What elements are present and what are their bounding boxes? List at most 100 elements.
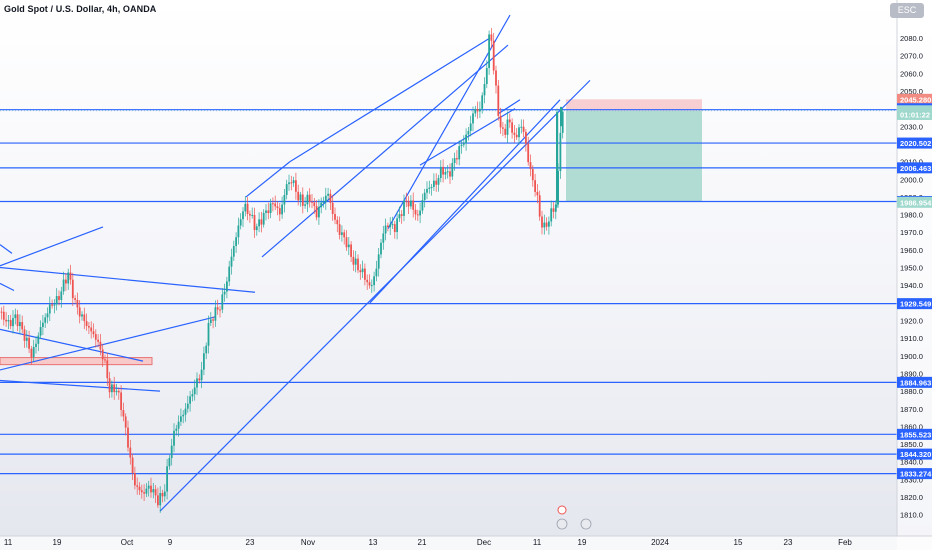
candle-body: [373, 276, 375, 286]
candle-body: [104, 359, 106, 361]
trend-line-3[interactable]: [0, 379, 161, 392]
trend-line-6[interactable]: [0, 244, 13, 254]
candle-body: [398, 214, 401, 219]
candle-body: [25, 337, 28, 341]
candle-body: [554, 204, 557, 212]
candle-body: [58, 296, 60, 301]
candle-body: [71, 279, 74, 299]
y-tick-label: 2050.0: [900, 87, 923, 96]
supply-zone-rect[interactable]: [0, 357, 153, 366]
candle-body: [14, 314, 17, 319]
price-label-box: [897, 298, 932, 310]
candle-body: [476, 108, 479, 112]
candle-body: [51, 304, 53, 306]
take-profit-zone[interactable]: [566, 110, 702, 202]
candle-body: [545, 222, 548, 227]
y-tick-label: 1970.0: [900, 228, 923, 237]
trend-line-1[interactable]: [0, 266, 256, 293]
trend-line-4[interactable]: [0, 316, 216, 371]
price-label: 1929.549: [900, 300, 931, 309]
candle-body: [308, 194, 311, 202]
candle-body: [292, 180, 295, 184]
candle-body: [483, 84, 486, 96]
trend-line-7[interactable]: [245, 161, 291, 198]
esc-button[interactable]: ESC: [890, 3, 924, 18]
candle-body: [32, 346, 35, 357]
candle-body: [495, 70, 497, 86]
candle-body: [285, 184, 288, 195]
candle-body: [536, 191, 539, 196]
candle-body: [65, 279, 67, 284]
candle-body: [177, 421, 180, 429]
y-tick-label: 1900.0: [900, 352, 923, 361]
trend-line-11[interactable]: [369, 99, 561, 304]
candle-body: [380, 242, 382, 255]
candle-body: [311, 201, 313, 203]
time-axis[interactable]: [0, 536, 932, 550]
trend-line-2[interactable]: [0, 328, 144, 362]
candle-body: [92, 331, 95, 335]
candle-body: [78, 307, 81, 317]
candle-body: [35, 343, 37, 347]
candle-body: [46, 313, 49, 318]
candle-body: [74, 298, 76, 300]
candle-body: [334, 214, 336, 220]
candle-body: [322, 201, 325, 203]
candle-body: [124, 416, 127, 428]
price-label-box: [897, 196, 932, 208]
candle-body: [370, 285, 373, 287]
candle-body: [384, 225, 387, 234]
earnings-icon[interactable]: [557, 505, 567, 515]
candle-body: [304, 204, 306, 206]
trend-line-8[interactable]: [289, 37, 491, 163]
candle-body: [232, 245, 235, 257]
trend-line-13[interactable]: [419, 108, 516, 166]
candle-body: [485, 67, 488, 85]
y-tick-label: 1980.0: [900, 211, 923, 220]
candle-body: [446, 171, 449, 173]
candle-body: [350, 244, 352, 257]
trend-line-14[interactable]: [497, 99, 521, 115]
candle-body: [377, 254, 380, 269]
candle-body: [403, 200, 405, 216]
candle-body: [421, 200, 424, 211]
candle-body: [175, 428, 178, 431]
y-tick-label: 1910.0: [900, 334, 923, 343]
candle-body: [391, 224, 394, 226]
us-flag-event-icon[interactable]: [580, 518, 592, 530]
candle-body: [136, 485, 139, 487]
candle-body: [242, 211, 244, 220]
candle-body: [30, 348, 33, 357]
candle-body: [258, 219, 260, 227]
stop-loss-zone[interactable]: [566, 99, 702, 111]
trend-line-9[interactable]: [261, 44, 509, 258]
trend-line-5[interactable]: [0, 282, 15, 292]
x-tick-label: 11: [4, 538, 13, 547]
y-tick-label: 2010.0: [900, 158, 923, 167]
candle-body: [560, 106, 562, 127]
candle-body: [456, 158, 458, 160]
candle-body: [439, 166, 442, 179]
candle-body: [62, 279, 65, 292]
candle-body: [538, 195, 541, 217]
x-tick-label: 21: [418, 538, 427, 547]
candle-body: [315, 206, 318, 218]
y-tick-label: 1880.0: [900, 387, 923, 396]
candle-body: [437, 178, 440, 185]
x-tick-label: 23: [784, 538, 793, 547]
candle-body: [166, 466, 168, 492]
candle-body: [469, 123, 472, 131]
trend-line-0[interactable]: [0, 226, 104, 267]
price-axis[interactable]: [897, 0, 932, 550]
candle-body: [299, 194, 302, 201]
us-flag-event-icon[interactable]: [556, 518, 568, 530]
candle-body: [120, 392, 122, 411]
y-tick-label: 1950.0: [900, 264, 923, 273]
candle-body: [249, 213, 251, 216]
trend-line-10[interactable]: [159, 79, 591, 512]
candle-body: [366, 279, 369, 283]
x-tick-label: 2024: [651, 538, 669, 547]
price-label: 1844.320: [900, 450, 931, 459]
